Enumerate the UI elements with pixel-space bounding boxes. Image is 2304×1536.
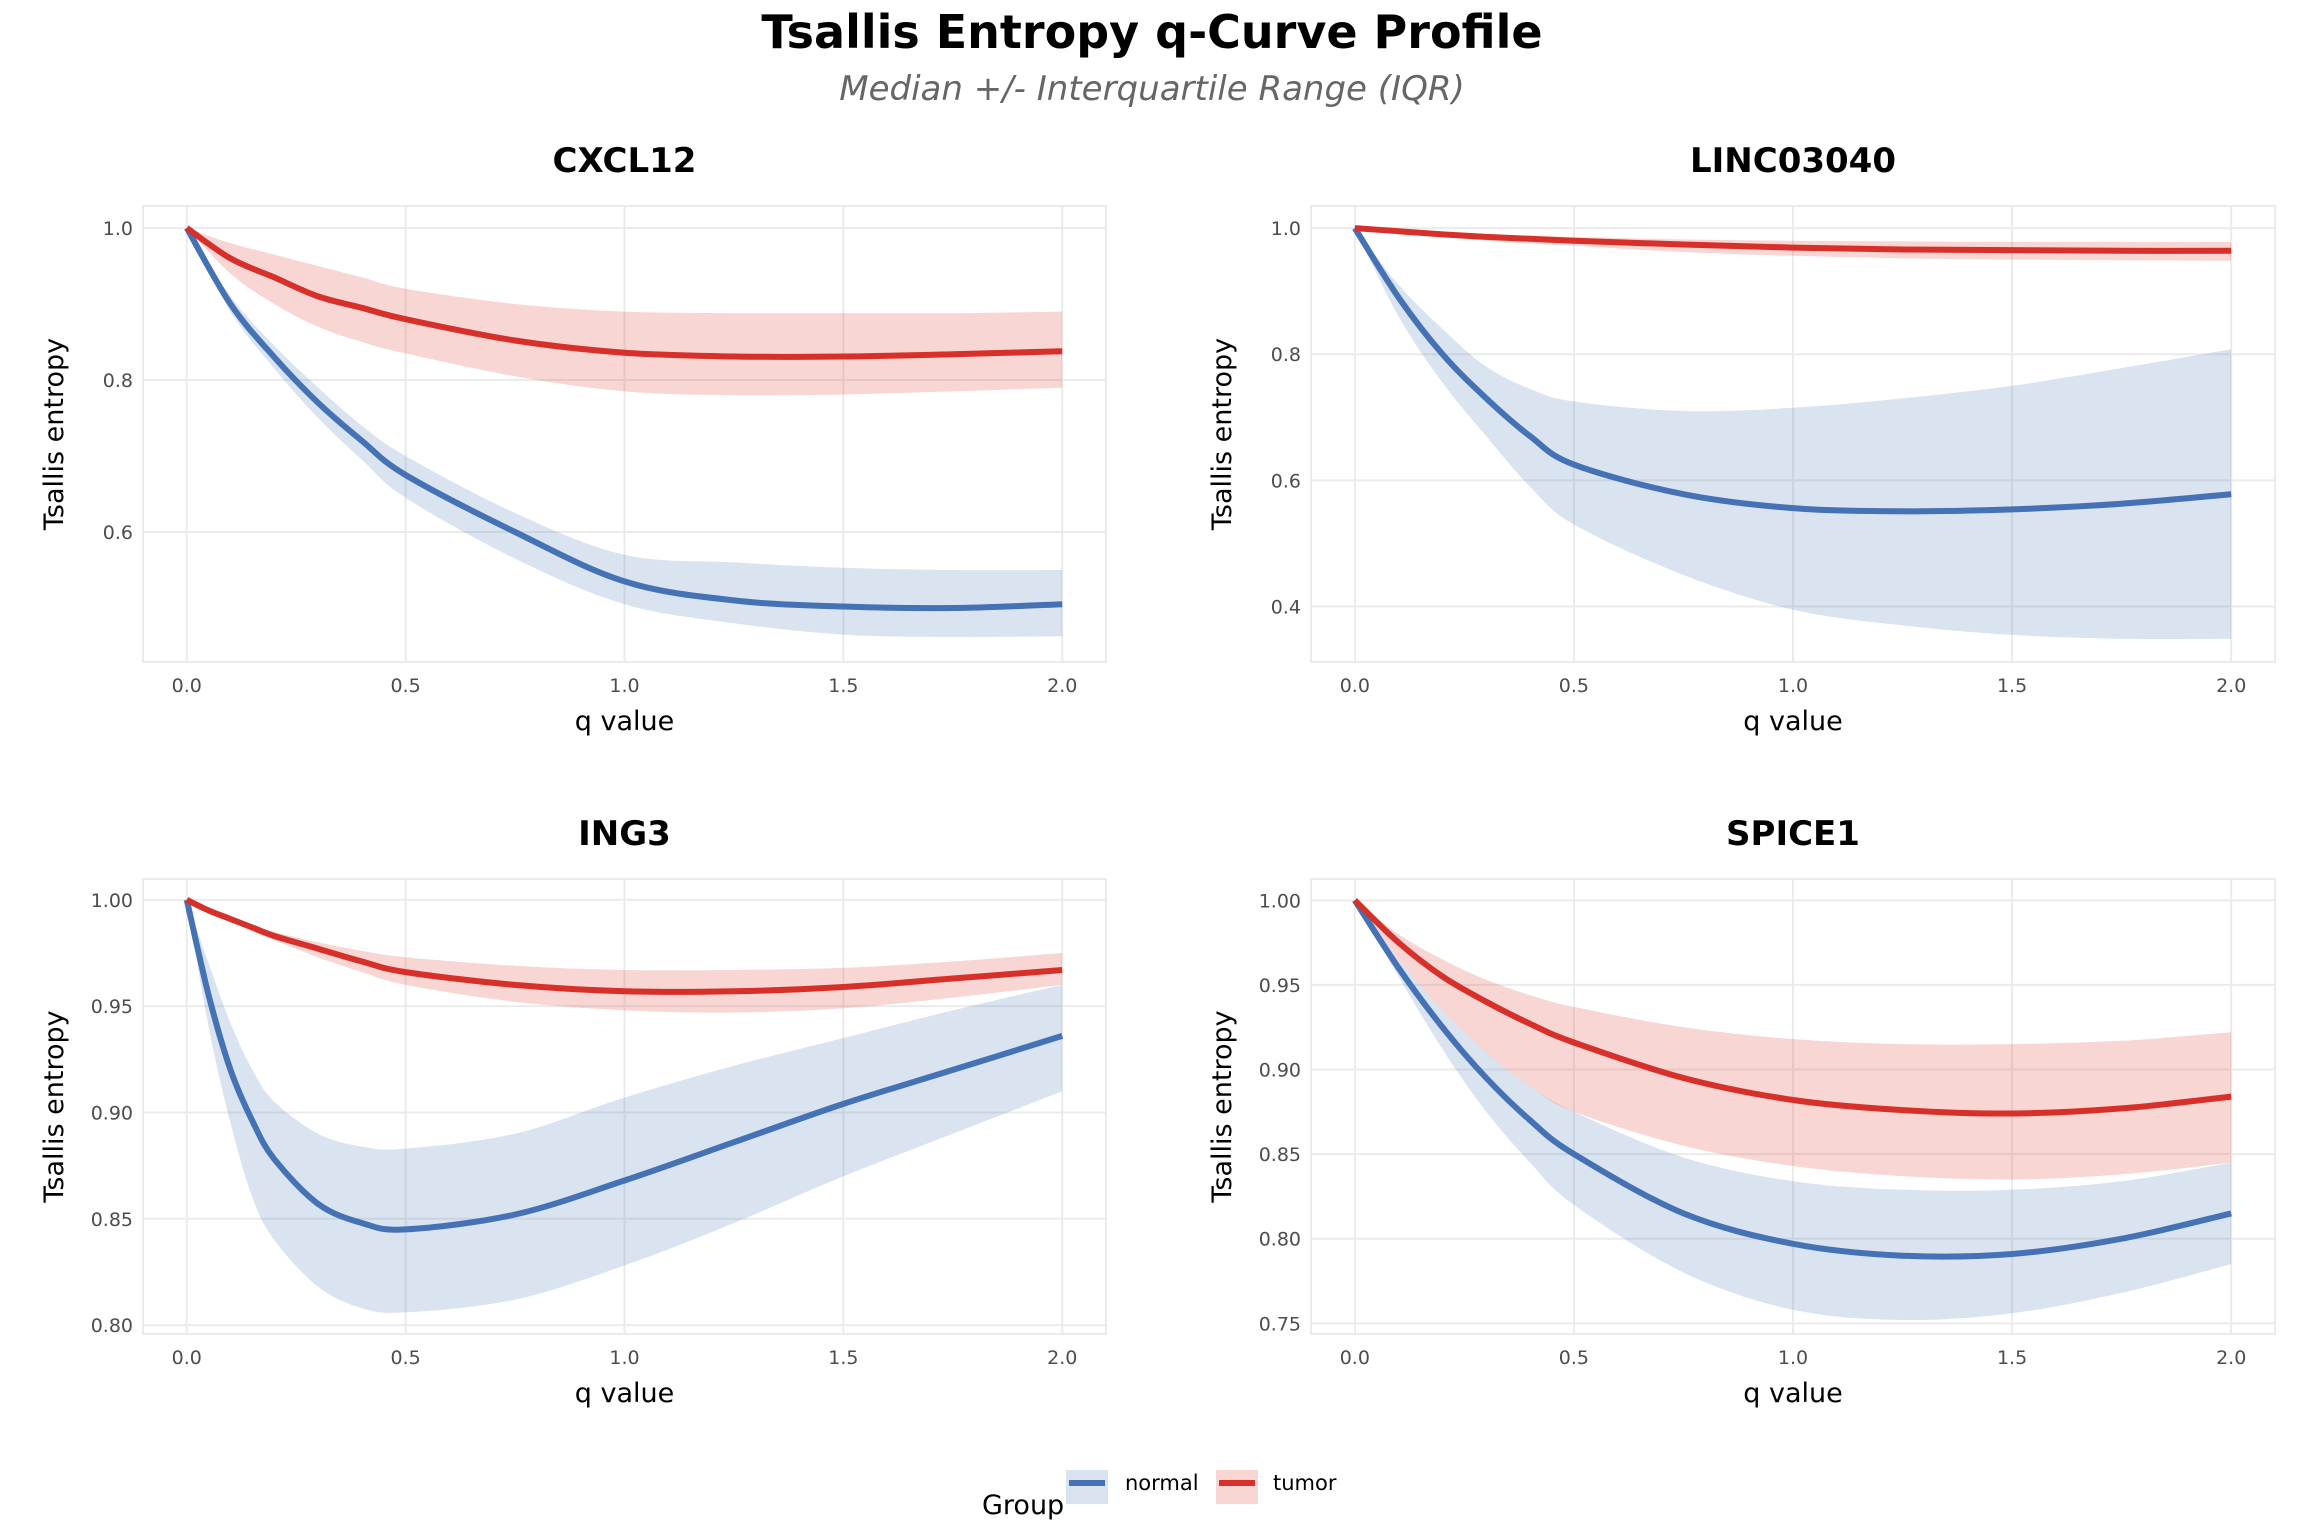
x-axis-title: q value <box>575 1378 674 1409</box>
x-tick-label: 2.0 <box>2216 1347 2246 1369</box>
y-tick-label: 0.6 <box>1271 470 1301 492</box>
y-tick-label: 1.00 <box>91 890 133 912</box>
x-tick-label: 0.5 <box>391 675 421 697</box>
iqr-ribbon-tumor <box>1354 900 2232 1180</box>
x-axis-title: q value <box>575 706 674 737</box>
legend-label-normal: normal <box>1125 1471 1199 1495</box>
panel-cxcl12: 0.0 0.5 1.0 1.5 2.0 0.6 0.8 1.0 CXCL12 q value Tsa… <box>39 141 1107 737</box>
x-tick-label: 0.5 <box>1559 675 1589 697</box>
y-axis-title: Tsallis entropy <box>39 1010 70 1203</box>
x-tick-label: 2.0 <box>2216 675 2246 697</box>
y-tick-label: 0.90 <box>1259 1060 1301 1082</box>
iqr-ribbon-normal <box>1354 228 2232 639</box>
y-axis-title: Tsallis entropy <box>1207 1010 1238 1203</box>
iqr-ribbon-normal <box>1354 900 2232 1321</box>
y-tick-label: 1.0 <box>103 218 133 240</box>
x-tick-label: 1.0 <box>609 1347 639 1369</box>
panel-title: SPICE1 <box>1726 814 1860 854</box>
median-line-normal <box>183 899 1064 1233</box>
y-tick-label: 0.4 <box>1271 596 1301 618</box>
panel-title: ING3 <box>578 814 671 854</box>
y-tick-label: 0.8 <box>1271 344 1301 366</box>
y-tick-label: 0.80 <box>91 1315 133 1337</box>
x-tick-label: 1.0 <box>609 675 639 697</box>
median-line-normal <box>184 226 1063 612</box>
x-tick-label: 1.5 <box>828 1347 858 1369</box>
y-tick-label: 0.6 <box>103 522 133 544</box>
y-tick-label: 0.90 <box>91 1102 133 1124</box>
x-tick-label: 2.0 <box>1047 1347 1077 1369</box>
x-tick-label: 1.5 <box>1997 1347 2027 1369</box>
legend-label-tumor: tumor <box>1273 1471 1337 1495</box>
x-tick-label: 1.0 <box>1778 675 1808 697</box>
x-tick-label: 0.5 <box>391 1347 421 1369</box>
panel-spice1: 0.0 0.5 1.0 1.5 2.0 0.75 0.80 0.85 0.90 0.95 1.00 S… <box>1207 814 2276 1409</box>
legend: Group normal tumor <box>982 1470 1337 1521</box>
x-tick-label: 0.0 <box>172 1347 202 1369</box>
median-line-tumor <box>185 897 1063 995</box>
y-tick-label: 0.95 <box>91 996 133 1018</box>
x-tick-label: 2.0 <box>1047 675 1077 697</box>
x-tick-label: 1.5 <box>828 675 858 697</box>
chart-subtitle: Median +/- Interquartile Range (IQR) <box>839 69 1464 109</box>
y-tick-label: 0.85 <box>91 1209 133 1231</box>
y-tick-label: 0.85 <box>1259 1144 1301 1166</box>
y-tick-label: 1.0 <box>1271 218 1301 240</box>
legend-key-normal-ribbon <box>1066 1470 1108 1504</box>
panel-ing3: 0.0 0.5 1.0 1.5 2.0 0.80 0.85 0.90 0.95 1.00 ING3 q… <box>39 814 1107 1409</box>
iqr-ribbon-normal <box>186 228 1063 637</box>
y-tick-label: 0.80 <box>1259 1229 1301 1251</box>
iqr-ribbon-normal <box>186 899 1063 1313</box>
x-tick-label: 0.0 <box>172 675 202 697</box>
panel-title: CXCL12 <box>553 141 697 181</box>
panels: 0.0 0.5 1.0 1.5 2.0 0.6 0.8 1.0 CXCL12 q value Tsa… <box>39 141 2276 1409</box>
y-tick-label: 1.00 <box>1259 890 1301 912</box>
x-tick-label: 0.5 <box>1559 1347 1589 1369</box>
x-tick-label: 0.0 <box>1340 675 1370 697</box>
y-tick-label: 0.95 <box>1259 975 1301 997</box>
x-tick-label: 0.0 <box>1340 1347 1370 1369</box>
median-line-normal <box>1352 898 2232 1260</box>
median-line-tumor <box>1354 225 2232 254</box>
median-line-tumor <box>185 225 1063 360</box>
x-tick-label: 1.0 <box>1778 1347 1808 1369</box>
median-line-normal <box>1352 226 2232 515</box>
panel-title: LINC03040 <box>1690 141 1896 181</box>
x-axis-title: q value <box>1743 1378 1842 1409</box>
chart-title: Tsallis Entropy q-Curve Profile <box>761 5 1542 59</box>
legend-title: Group <box>982 1490 1064 1521</box>
y-axis-title: Tsallis entropy <box>39 338 70 531</box>
median-line-tumor <box>1352 898 2232 1117</box>
x-axis-title: q value <box>1743 706 1842 737</box>
y-tick-label: 0.8 <box>103 370 133 392</box>
y-tick-label: 0.75 <box>1259 1313 1301 1335</box>
y-axis-title: Tsallis entropy <box>1207 338 1238 531</box>
x-tick-label: 1.5 <box>1997 675 2027 697</box>
panel-linc03040: 0.0 0.5 1.0 1.5 2.0 0.4 0.6 0.8 1.0 LINC03040 q va… <box>1207 141 2276 737</box>
legend-key-tumor-ribbon <box>1216 1470 1258 1504</box>
